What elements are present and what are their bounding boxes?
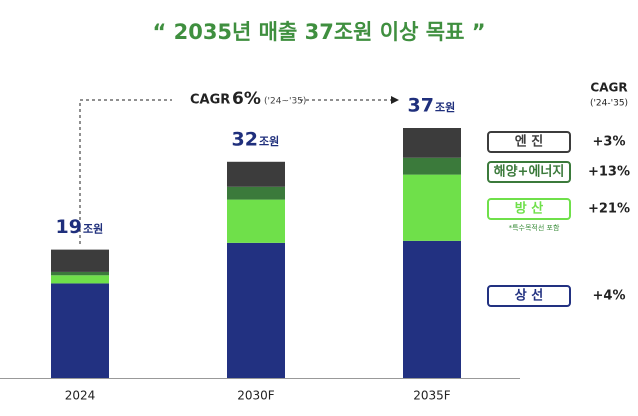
cagr-arrow bbox=[79, 99, 172, 244]
bar-segment bbox=[227, 161, 285, 187]
bar-segment bbox=[403, 240, 461, 378]
x-tick-label: 2024 bbox=[65, 389, 96, 403]
bar-segment bbox=[51, 275, 109, 284]
legend-label: 엔 진 bbox=[515, 134, 543, 150]
total-unit: 조원 bbox=[435, 100, 455, 114]
total-unit: 조원 bbox=[83, 222, 103, 236]
chart-title: “ 2035년 매출 37조원 이상 목표 ” bbox=[152, 20, 485, 44]
total-label: 32 bbox=[232, 128, 258, 150]
annotation-value: 6% bbox=[232, 89, 261, 109]
legend-cagr: +21% bbox=[588, 202, 630, 217]
legend-cagr: +4% bbox=[593, 289, 626, 304]
bar-segment bbox=[51, 271, 109, 276]
bar-segment bbox=[227, 242, 285, 378]
x-tick-label: 2035F bbox=[413, 389, 451, 403]
legend-label: 해양+에너지 bbox=[494, 164, 565, 180]
annotation-label: CAGR bbox=[190, 93, 230, 108]
legend-label: 상 선 bbox=[515, 288, 543, 304]
total-unit: 조원 bbox=[259, 134, 279, 148]
legend-box bbox=[487, 161, 571, 183]
legend-box bbox=[487, 131, 571, 153]
legend-period: ('24-'35) bbox=[590, 99, 628, 109]
legend-label: 방 산 bbox=[515, 201, 543, 217]
arrow-head bbox=[391, 96, 399, 104]
legend-note: *특수목적선 포함 bbox=[509, 223, 560, 232]
bar-segment bbox=[51, 283, 109, 378]
legend-cagr: +13% bbox=[588, 165, 630, 180]
bar-segment bbox=[227, 199, 285, 243]
legend-header: CAGR bbox=[590, 81, 627, 95]
bar-segment bbox=[51, 249, 109, 272]
annotation-period: ('24~'35) bbox=[264, 97, 306, 107]
legend-box bbox=[487, 285, 571, 307]
bar-segment bbox=[227, 186, 285, 200]
bar-segment bbox=[403, 157, 461, 175]
total-label: 19 bbox=[56, 216, 82, 238]
x-tick-label: 2030F bbox=[237, 389, 275, 403]
bar-segment bbox=[403, 174, 461, 241]
total-label: 37 bbox=[408, 95, 434, 117]
legend-cagr: +3% bbox=[593, 135, 626, 150]
bar-segment bbox=[403, 128, 461, 158]
legend-box bbox=[487, 198, 571, 220]
